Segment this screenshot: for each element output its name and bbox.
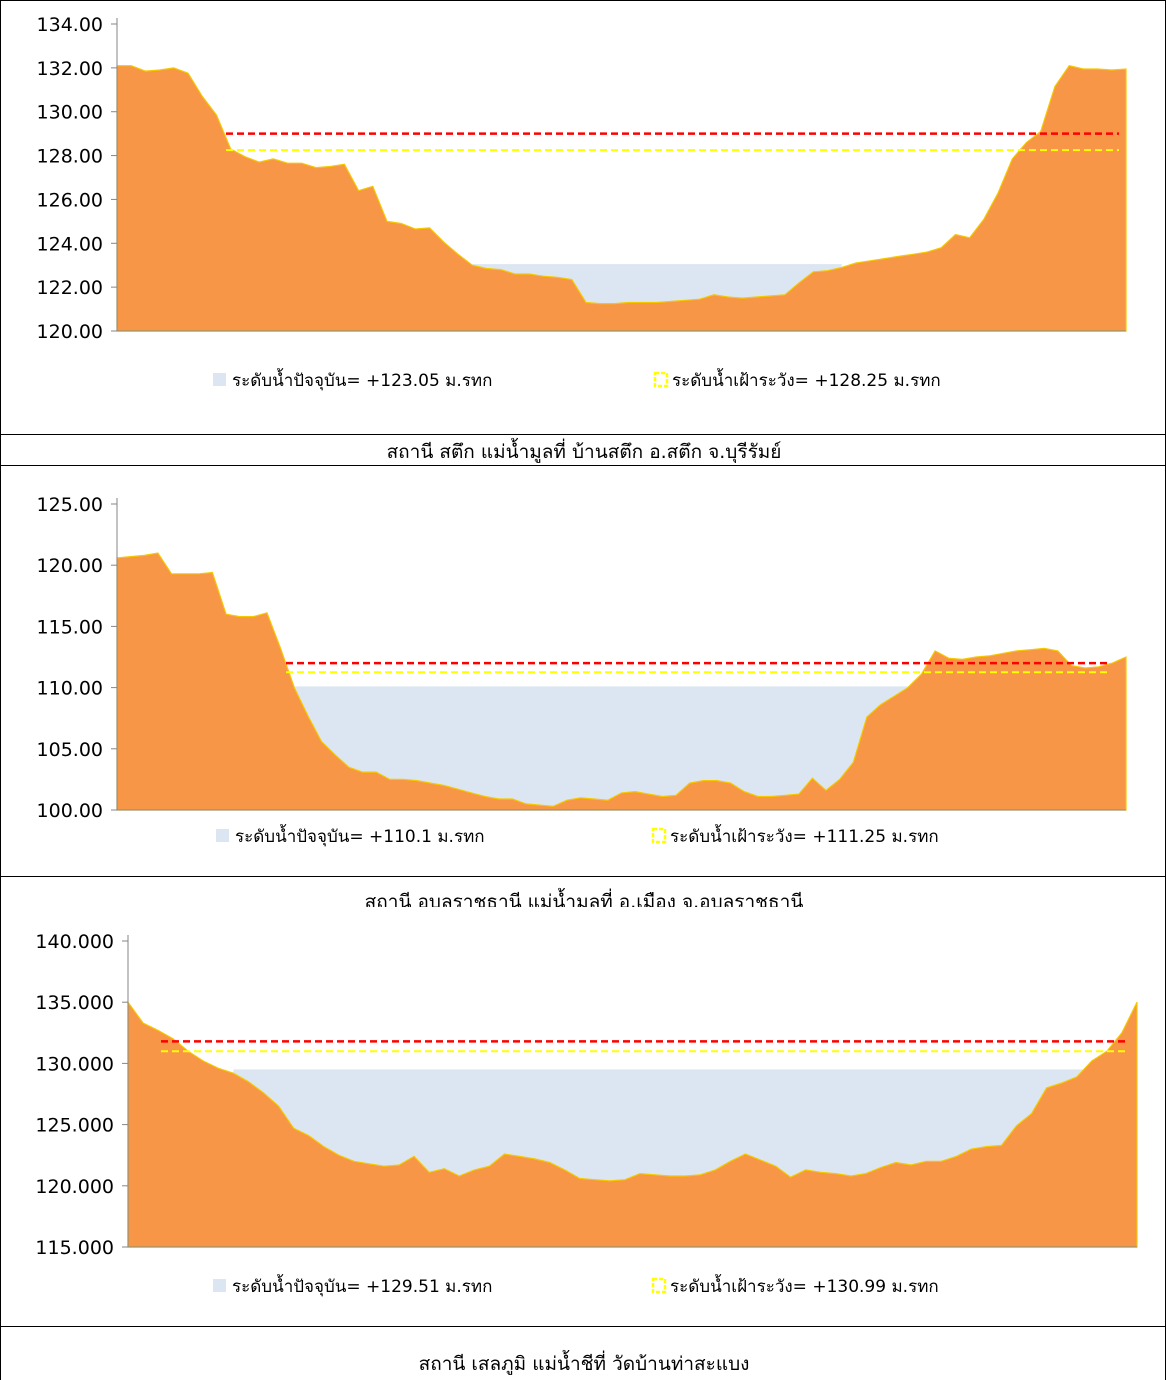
y-tick-label: 132.00	[37, 58, 103, 80]
divider	[0, 465, 1166, 466]
divider	[0, 434, 1166, 435]
legend-warning-swatch	[651, 827, 667, 844]
y-tick-label: 135.000	[35, 992, 114, 1014]
y-tick-label: 126.00	[37, 189, 103, 211]
caption-row: สถานี เสลภูมิ แม่น้ำชีที่ วัดบ้านท่าสะแบ…	[0, 1327, 1166, 1380]
legend-warning-swatch	[653, 371, 669, 388]
legend-water-swatch	[213, 1279, 226, 1292]
y-tick-label: 115.00	[37, 616, 103, 638]
divider	[0, 876, 1166, 877]
caption-row: สถานี อุบลราชธานี แม่น้ำมูลที่ อ.เมือง จ…	[0, 877, 1166, 913]
divider	[0, 1326, 1166, 1327]
station-selaphum-panel: 115.000 120.000 125.000 130.000 135.000 140.0…	[0, 907, 1166, 1326]
station-satuek-panel: 120.00 122.00 124.00 126.00 128.00 130.00 132.…	[0, 0, 1166, 434]
legend-water-swatch	[216, 829, 229, 842]
riverbed-ground-area	[127, 1000, 1138, 1248]
y-tick-label: 125.000	[35, 1115, 114, 1137]
y-tick-label: 122.00	[37, 277, 103, 299]
legend-warning-label: ระดับน้ำเฝ้าระวัง= +128.25 ม.รทก	[672, 368, 941, 391]
legend-warning-label: ระดับน้ำเฝ้าระวัง= +130.99 ม.รทก	[670, 1274, 939, 1297]
caption-row: สถานี สตึก แม่น้ำมูลที่ บ้านสตึก อ.สตึก …	[0, 435, 1166, 465]
y-tick-label: 110.00	[37, 678, 103, 700]
y-tick-label: 105.00	[37, 739, 103, 761]
y-tick-label: 125.00	[37, 494, 103, 516]
y-tick-label: 124.00	[37, 233, 103, 255]
station-caption: สถานี สตึก แม่น้ำมูลที่ บ้านสตึก อ.สตึก …	[386, 441, 782, 463]
y-tick-label: 100.00	[37, 800, 103, 822]
legend-water-label: ระดับน้ำปัจจุบัน= +110.1 ม.รทก	[235, 824, 485, 847]
y-tick-label: 128.00	[37, 146, 103, 168]
y-tick-label: 115.000	[35, 1237, 114, 1259]
chart-ubon: 100.00 105.00 110.00 115.00 120.00 125.00 ระดั…	[37, 494, 1127, 847]
legend-warning-swatch	[651, 1277, 667, 1294]
y-tick-label: 130.000	[35, 1053, 114, 1075]
y-tick-label: 120.00	[37, 321, 103, 343]
y-tick-label: 120.000	[35, 1176, 114, 1198]
y-tick-label: 130.00	[37, 102, 103, 124]
chart-selaphum: 115.000 120.000 125.000 130.000 135.000 140.0…	[35, 931, 1138, 1297]
y-tick-label: 120.00	[37, 555, 103, 577]
legend-warning-label: ระดับน้ำเฝ้าระวัง= +111.25 ม.รทก	[670, 824, 939, 847]
legend-water-label: ระดับน้ำปัจจุบัน= +129.51 ม.รทก	[232, 1274, 492, 1297]
legend-water-swatch	[213, 373, 226, 386]
riverbed-ground-area	[116, 552, 1127, 811]
station-caption: สถานี เสลภูมิ แม่น้ำชีที่ วัดบ้านท่าสะแบ…	[418, 1353, 750, 1375]
chart-satuek: 120.00 122.00 124.00 126.00 128.00 130.00 132.…	[37, 14, 1127, 391]
station-ubon-panel: 100.00 105.00 110.00 115.00 120.00 125.00 ระดั…	[0, 466, 1166, 876]
legend-water-label: ระดับน้ำปัจจุบัน= +123.05 ม.รทก	[232, 368, 492, 391]
y-tick-label: 140.000	[35, 931, 114, 953]
top-border	[0, 0, 1166, 1]
y-tick-label: 134.00	[37, 14, 103, 36]
riverbed-ground-area	[116, 65, 1127, 332]
